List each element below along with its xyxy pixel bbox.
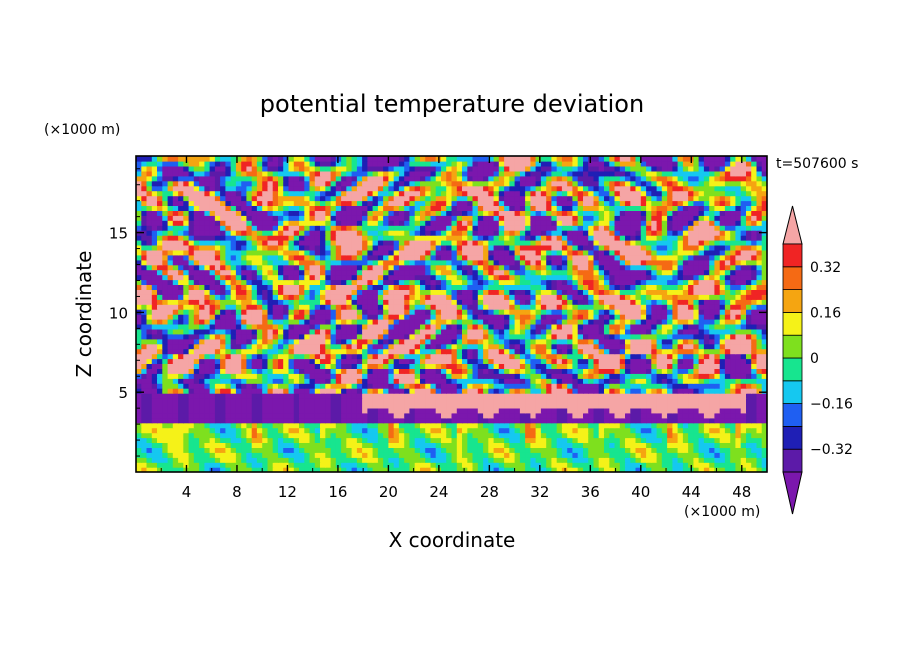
y-tick-label: 5 bbox=[118, 384, 128, 402]
colorbar: 0.32 0.16 0 −0.16 −0.32 bbox=[782, 205, 853, 515]
colorbar-level-box bbox=[782, 448, 803, 473]
colorbar-level-box bbox=[782, 311, 803, 336]
contour-field bbox=[136, 156, 767, 472]
colorbar-label: −0.16 bbox=[810, 397, 853, 413]
x-tick-label: 20 bbox=[379, 483, 398, 501]
chart-title: potential temperature deviation bbox=[260, 90, 644, 118]
colorbar-level-box bbox=[782, 403, 803, 427]
colorbar-label: 0 bbox=[810, 351, 819, 367]
colorbar-label: 0.16 bbox=[810, 305, 841, 321]
x-tick-label: 4 bbox=[182, 483, 192, 501]
x-tick-label: 24 bbox=[429, 483, 448, 501]
colorbar-min-arrow bbox=[782, 471, 803, 515]
x-tick-label: 40 bbox=[631, 483, 650, 501]
y-axis-label: Z coordinate bbox=[72, 251, 96, 378]
y-tick-label: 10 bbox=[109, 304, 128, 322]
colorbar-level-box bbox=[782, 266, 803, 290]
x-tick-label: 44 bbox=[682, 483, 701, 501]
x-tick-label: 36 bbox=[581, 483, 600, 501]
colorbar-level-box bbox=[782, 334, 803, 359]
colorbar-max-arrow bbox=[782, 205, 803, 245]
x-tick-label: 32 bbox=[530, 483, 549, 501]
colorbar-level-box bbox=[782, 425, 803, 450]
colorbar-label: −0.32 bbox=[810, 442, 853, 458]
colorbar-level-box bbox=[782, 380, 803, 404]
colorbar-level-box bbox=[782, 243, 803, 268]
colorbar-level-box bbox=[782, 357, 803, 382]
time-label: t=507600 s bbox=[776, 156, 858, 172]
colorbar-label: 0.32 bbox=[810, 260, 841, 276]
plot-frame bbox=[135, 155, 768, 473]
x-tick-label: 12 bbox=[278, 483, 297, 501]
x-units-label: (×1000 m) bbox=[684, 504, 760, 520]
y-tick-label: 15 bbox=[109, 225, 128, 243]
z-units-label: (×1000 m) bbox=[44, 122, 120, 138]
x-axis: 4 8 12 16 20 24 28 32 36 40 44 48 bbox=[160, 156, 751, 501]
x-axis-label: X coordinate bbox=[389, 528, 516, 552]
x-tick-label: 8 bbox=[232, 483, 242, 501]
x-tick-label: 48 bbox=[732, 483, 751, 501]
y-axis: 5 10 15 bbox=[109, 168, 767, 457]
x-tick-label: 28 bbox=[480, 483, 499, 501]
colorbar-level-box bbox=[782, 289, 803, 313]
x-tick-label: 16 bbox=[328, 483, 347, 501]
